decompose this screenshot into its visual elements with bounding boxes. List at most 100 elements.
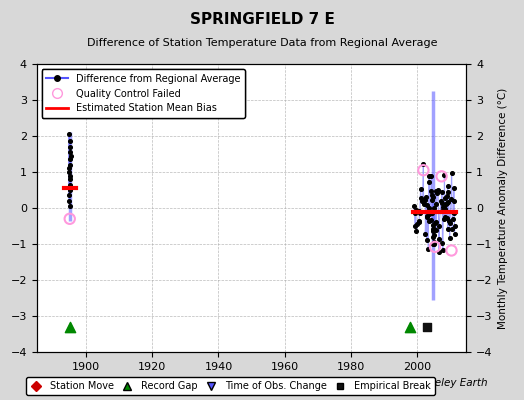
Point <box>66 216 74 222</box>
Point <box>443 226 452 232</box>
Point <box>432 219 440 226</box>
Point <box>447 247 456 254</box>
Point <box>406 324 414 330</box>
Point <box>441 206 450 212</box>
Point <box>443 192 451 199</box>
Point <box>430 220 439 227</box>
Point <box>424 246 432 252</box>
Point <box>435 222 443 229</box>
Point <box>66 176 74 182</box>
Point <box>411 223 419 229</box>
Point <box>429 238 438 245</box>
Point <box>433 190 441 197</box>
Point <box>429 222 438 228</box>
Point <box>428 197 436 203</box>
Point <box>435 249 443 256</box>
Point <box>449 216 457 222</box>
Point <box>438 240 446 246</box>
Point <box>450 185 458 192</box>
Text: Berkeley Earth: Berkeley Earth <box>411 378 487 388</box>
Point <box>430 240 439 247</box>
Point <box>446 220 454 226</box>
Point <box>442 214 451 221</box>
Point <box>421 196 430 203</box>
Point <box>65 198 73 204</box>
Point <box>450 198 458 204</box>
Point <box>438 208 446 214</box>
Point <box>409 202 418 209</box>
Point <box>65 192 73 199</box>
Point <box>450 210 458 216</box>
Point <box>415 219 423 226</box>
Point <box>443 183 452 190</box>
Point <box>441 214 450 221</box>
Point <box>442 200 450 207</box>
Point <box>430 225 438 232</box>
Point <box>440 204 449 211</box>
Point <box>427 216 435 223</box>
Point <box>418 198 427 205</box>
Point <box>410 210 419 216</box>
Point <box>66 172 74 179</box>
Point <box>66 187 74 193</box>
Point <box>415 208 423 214</box>
Point <box>423 202 431 208</box>
Point <box>438 173 446 180</box>
Point <box>424 211 433 218</box>
Point <box>440 172 449 178</box>
Point <box>439 204 447 210</box>
Point <box>440 216 448 222</box>
Point <box>430 205 438 212</box>
Point <box>66 149 74 155</box>
Point <box>419 167 428 174</box>
Point <box>417 186 425 192</box>
Point <box>432 226 440 233</box>
Point <box>428 210 436 216</box>
Point <box>438 200 446 207</box>
Point <box>424 204 433 211</box>
Y-axis label: Monthly Temperature Anomaly Difference (°C): Monthly Temperature Anomaly Difference (… <box>498 87 508 329</box>
Point <box>443 200 451 206</box>
Point <box>444 188 453 195</box>
Point <box>65 131 73 137</box>
Point <box>422 324 431 330</box>
Point <box>425 172 433 179</box>
Point <box>427 188 435 195</box>
Point <box>419 161 428 168</box>
Point <box>449 209 457 215</box>
Point <box>415 218 423 225</box>
Point <box>432 188 440 194</box>
Point <box>66 182 74 188</box>
Point <box>434 186 442 193</box>
Point <box>429 234 437 240</box>
Point <box>425 217 433 224</box>
Point <box>66 324 74 330</box>
Point <box>447 170 456 176</box>
Point <box>447 196 455 203</box>
Point <box>419 197 427 203</box>
Point <box>438 188 446 195</box>
Point <box>422 214 431 220</box>
Point <box>435 236 443 242</box>
Point <box>422 194 431 200</box>
Point <box>444 198 452 205</box>
Point <box>439 247 447 253</box>
Legend: Difference from Regional Average, Quality Control Failed, Estimated Station Mean: Difference from Regional Average, Qualit… <box>41 69 245 118</box>
Point <box>413 221 422 228</box>
Point <box>428 192 436 198</box>
Point <box>430 232 438 238</box>
Point <box>66 156 74 162</box>
Point <box>66 138 74 144</box>
Legend: Station Move, Record Gap, Time of Obs. Change, Empirical Break: Station Move, Record Gap, Time of Obs. C… <box>27 377 434 395</box>
Point <box>419 201 428 207</box>
Point <box>431 244 439 250</box>
Point <box>423 212 432 219</box>
Point <box>450 231 458 237</box>
Text: Difference of Station Temperature Data from Regional Average: Difference of Station Temperature Data f… <box>87 38 437 48</box>
Point <box>448 226 456 232</box>
Point <box>422 236 431 243</box>
Point <box>445 234 454 241</box>
Point <box>436 198 445 204</box>
Point <box>432 201 440 207</box>
Point <box>66 144 74 150</box>
